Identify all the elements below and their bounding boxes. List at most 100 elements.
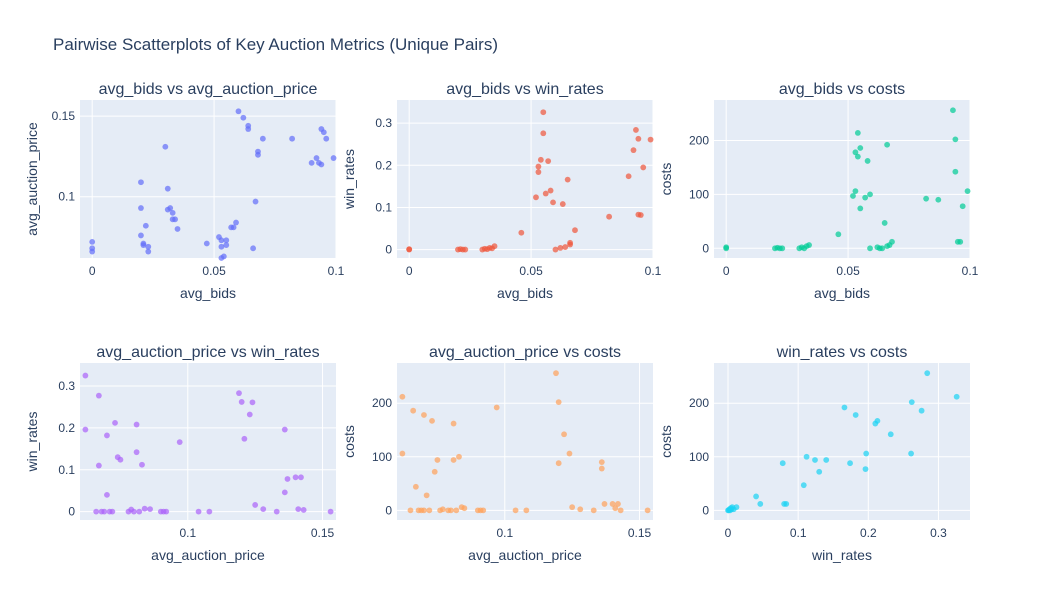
- subplot-grid: 0 0.05 0.1 0.1 0.15 avg_bids vs avg_auction_p…: [24, 81, 979, 563]
- x-tick-label: 0: [723, 264, 730, 278]
- data-point: [95, 392, 102, 399]
- subplot-title: win_rates vs costs: [776, 344, 908, 361]
- data-point: [835, 231, 842, 238]
- data-point: [172, 216, 178, 223]
- data-point: [130, 508, 137, 515]
- data-point: [889, 238, 895, 245]
- data-point: [249, 399, 256, 406]
- data-point: [298, 474, 304, 481]
- data-point: [862, 466, 869, 472]
- data-point: [330, 155, 337, 161]
- data-point: [236, 390, 242, 397]
- data-point: [884, 141, 891, 148]
- data-point: [292, 474, 299, 481]
- data-point: [238, 399, 245, 405]
- y-tick-label: 200: [689, 396, 709, 410]
- data-point: [223, 237, 230, 244]
- x-tick-label: 0.15: [311, 526, 335, 540]
- data-point: [162, 143, 169, 150]
- data-point: [245, 122, 252, 129]
- y-tick-label: 0: [68, 505, 75, 519]
- subplot-4: 0.1 0.15 0 0.1 0.2 0.3 avg_auction_price vs wi…: [24, 344, 336, 563]
- y-tick-label: 200: [372, 396, 392, 410]
- x-axis-title: avg_bids: [180, 285, 236, 301]
- data-point: [399, 393, 406, 400]
- data-point: [410, 407, 417, 414]
- data-point: [644, 507, 651, 514]
- data-point: [117, 456, 124, 463]
- data-point: [281, 489, 288, 496]
- data-point: [847, 460, 853, 467]
- data-point: [284, 476, 291, 482]
- data-point: [733, 504, 740, 511]
- data-point: [174, 226, 181, 232]
- data-point: [598, 465, 605, 472]
- data-point: [95, 462, 102, 469]
- y-tick-label: 0: [702, 241, 709, 255]
- data-point: [164, 185, 171, 192]
- data-point: [138, 179, 144, 186]
- data-point: [434, 457, 441, 463]
- data-point: [964, 188, 971, 195]
- data-point: [561, 431, 567, 438]
- x-axis-title: avg_auction_price: [151, 547, 265, 563]
- subplot-title: avg_auction_price vs costs: [429, 344, 621, 361]
- y-axis-title: win_rates: [341, 149, 357, 210]
- data-point: [867, 191, 873, 198]
- x-axis-title: win_rates: [811, 547, 872, 563]
- y-tick-label: 100: [689, 450, 709, 464]
- data-point: [533, 194, 539, 201]
- data-point: [852, 412, 859, 418]
- data-point: [823, 457, 830, 463]
- data-point: [881, 220, 888, 226]
- data-point: [841, 404, 848, 411]
- data-point: [540, 109, 547, 116]
- figure-title: Pairwise Scatterplots of Key Auction Met…: [53, 35, 498, 54]
- subplot-3: 0 0.05 0.1 0 100 200 avg_bids vs costs avg_bids…: [658, 81, 979, 301]
- y-axis-title: avg_auction_price: [24, 122, 40, 236]
- data-point: [950, 107, 956, 114]
- data-point: [887, 431, 894, 438]
- data-point: [320, 129, 327, 136]
- y-axis-title: costs: [658, 425, 674, 458]
- data-point: [512, 507, 519, 514]
- x-tick-label: 0.15: [628, 526, 652, 540]
- y-tick-label: 0: [702, 503, 709, 517]
- data-point: [633, 127, 639, 133]
- data-point: [412, 483, 419, 490]
- data-point: [606, 213, 613, 220]
- data-point: [218, 237, 225, 244]
- plot-area: [397, 100, 653, 258]
- data-point: [535, 163, 542, 170]
- y-tick-label: 0.1: [58, 190, 75, 204]
- data-point: [562, 244, 569, 250]
- data-point: [218, 243, 225, 250]
- data-point: [757, 501, 764, 507]
- data-point: [450, 457, 457, 463]
- data-point: [82, 372, 89, 379]
- y-tick-label: 0.3: [58, 379, 75, 393]
- data-point: [854, 153, 861, 160]
- data-point: [255, 151, 261, 158]
- data-point: [140, 240, 147, 247]
- data-point: [598, 459, 605, 466]
- data-point: [557, 244, 564, 251]
- data-point: [89, 245, 96, 252]
- x-tick-label: 0.1: [328, 264, 345, 278]
- data-point: [625, 173, 632, 180]
- plot-area: [714, 363, 970, 520]
- data-point: [723, 244, 730, 251]
- data-point: [203, 240, 210, 247]
- data-point: [447, 507, 454, 514]
- data-point: [399, 450, 406, 457]
- data-point: [863, 450, 870, 457]
- data-point: [617, 507, 624, 514]
- data-point: [908, 399, 915, 406]
- data-point: [93, 508, 100, 515]
- data-point: [615, 501, 621, 507]
- data-point: [461, 505, 468, 512]
- plot-area: [397, 363, 653, 520]
- data-point: [308, 159, 315, 166]
- data-point: [133, 421, 140, 428]
- y-tick-label: 0.1: [58, 463, 75, 477]
